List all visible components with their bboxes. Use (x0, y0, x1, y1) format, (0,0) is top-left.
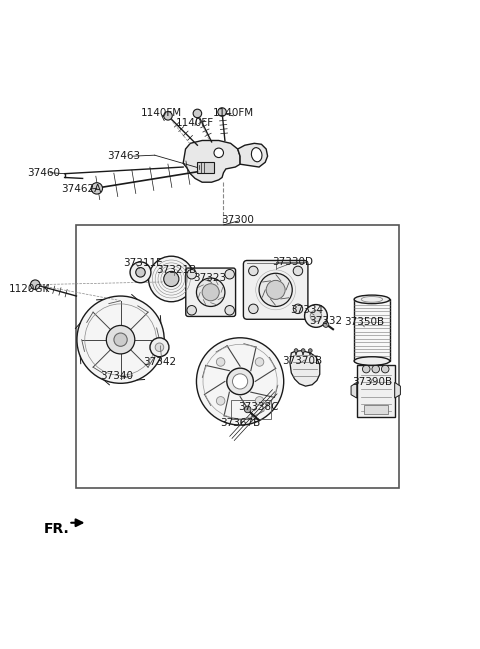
Circle shape (310, 310, 322, 322)
Text: 37350B: 37350B (344, 317, 384, 327)
Bar (230, 400, 271, 419)
Circle shape (249, 266, 258, 276)
Circle shape (249, 304, 258, 313)
Text: 37338C: 37338C (238, 402, 278, 413)
Circle shape (244, 406, 251, 413)
Circle shape (372, 365, 380, 373)
Circle shape (77, 296, 164, 384)
Polygon shape (238, 143, 267, 167)
Text: 1140FF: 1140FF (176, 118, 214, 128)
Text: 37462A: 37462A (61, 184, 101, 194)
Text: 37311E: 37311E (123, 258, 163, 268)
Text: 37334: 37334 (290, 305, 323, 315)
Circle shape (293, 304, 303, 313)
Circle shape (255, 358, 264, 366)
Circle shape (216, 397, 225, 405)
Circle shape (294, 349, 298, 352)
Text: FR.: FR. (43, 522, 69, 536)
Circle shape (164, 112, 172, 120)
Circle shape (187, 306, 196, 315)
Circle shape (30, 280, 40, 289)
Circle shape (259, 273, 292, 306)
Polygon shape (183, 140, 240, 182)
Text: 37323: 37323 (192, 273, 226, 283)
Text: 37332: 37332 (309, 315, 342, 326)
Text: 37340: 37340 (100, 371, 133, 381)
Ellipse shape (354, 295, 390, 304)
Text: 1120GK: 1120GK (9, 284, 49, 294)
Text: 37321B: 37321B (156, 265, 196, 275)
FancyBboxPatch shape (186, 268, 236, 317)
Circle shape (148, 256, 194, 302)
Circle shape (225, 306, 234, 315)
Circle shape (196, 337, 284, 425)
Ellipse shape (252, 147, 262, 162)
Text: 1140FM: 1140FM (141, 108, 182, 119)
Circle shape (91, 182, 103, 194)
Bar (357, 365, 395, 417)
Text: 37390B: 37390B (352, 377, 392, 387)
Text: 37342: 37342 (143, 358, 176, 367)
Text: 37463: 37463 (108, 151, 141, 161)
Circle shape (266, 280, 285, 299)
Circle shape (227, 368, 253, 395)
Circle shape (193, 109, 202, 117)
Circle shape (155, 343, 164, 352)
Circle shape (216, 358, 225, 366)
Circle shape (150, 337, 169, 357)
Circle shape (225, 269, 234, 279)
Circle shape (323, 322, 329, 327)
Bar (354, 299, 390, 361)
Circle shape (218, 108, 227, 116)
Polygon shape (290, 350, 320, 386)
Circle shape (362, 365, 370, 373)
Text: 37460: 37460 (27, 167, 60, 178)
Circle shape (196, 278, 225, 306)
Text: 1140FM: 1140FM (213, 108, 253, 119)
Circle shape (308, 349, 312, 352)
Circle shape (214, 148, 224, 158)
Ellipse shape (354, 357, 390, 365)
Circle shape (164, 271, 179, 287)
Text: 37330D: 37330D (272, 257, 313, 267)
Circle shape (305, 304, 327, 327)
Text: 37367B: 37367B (220, 418, 260, 428)
Text: 37370B: 37370B (282, 356, 322, 367)
FancyBboxPatch shape (243, 260, 308, 319)
Circle shape (255, 397, 264, 405)
Circle shape (202, 284, 219, 300)
Circle shape (293, 266, 303, 276)
Polygon shape (351, 382, 357, 398)
Bar (197, 162, 214, 173)
Circle shape (107, 325, 135, 354)
Circle shape (232, 374, 248, 389)
Polygon shape (395, 382, 400, 398)
Circle shape (301, 349, 305, 352)
Circle shape (187, 269, 196, 279)
Circle shape (382, 365, 389, 373)
Circle shape (114, 333, 127, 347)
Bar (364, 405, 387, 414)
Bar (76, 225, 399, 488)
Circle shape (130, 262, 151, 283)
Circle shape (136, 267, 145, 277)
Text: 37300: 37300 (221, 215, 254, 225)
